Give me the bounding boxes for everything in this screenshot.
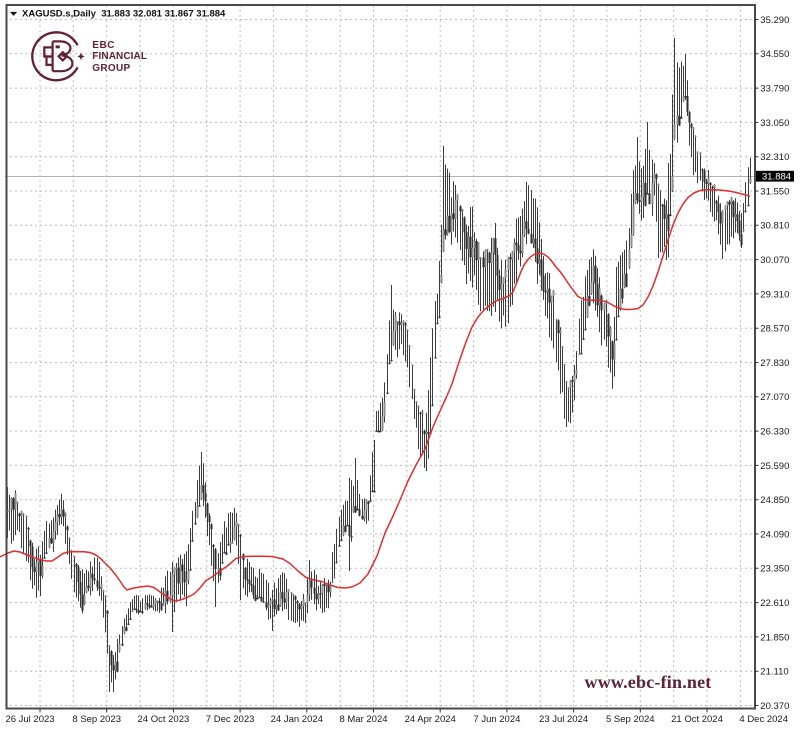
svg-text:24 Jan 2024: 24 Jan 2024 — [271, 714, 323, 725]
svg-text:20.370: 20.370 — [760, 701, 789, 712]
svg-text:21.110: 21.110 — [760, 667, 788, 678]
svg-text:4 Dec 2024: 4 Dec 2024 — [739, 714, 788, 725]
svg-text:XAGUSD.s,Daily 31.883 32.081: XAGUSD.s,Daily 31.883 32.081 31.867 31.8… — [22, 8, 226, 19]
svg-text:21.850: 21.850 — [760, 632, 789, 643]
svg-text:26.330: 26.330 — [760, 427, 789, 438]
svg-text:8 Mar 2024: 8 Mar 2024 — [339, 714, 387, 725]
svg-text:23.350: 23.350 — [760, 564, 789, 575]
svg-text:31.884: 31.884 — [762, 172, 791, 183]
svg-text:27.070: 27.070 — [760, 392, 789, 403]
svg-text:21 Oct 2024: 21 Oct 2024 — [671, 714, 723, 725]
svg-text:22.610: 22.610 — [760, 598, 789, 609]
svg-text:EBC: EBC — [92, 40, 115, 51]
svg-text:7 Jun 2024: 7 Jun 2024 — [473, 714, 520, 725]
svg-text:25.590: 25.590 — [760, 461, 789, 472]
svg-text:8 Sep 2023: 8 Sep 2023 — [72, 714, 121, 725]
svg-text:28.570: 28.570 — [760, 324, 789, 335]
svg-text:7 Dec 2023: 7 Dec 2023 — [206, 714, 255, 725]
svg-text:35.290: 35.290 — [760, 15, 789, 26]
svg-text:GROUP: GROUP — [92, 63, 130, 74]
svg-text:31.550: 31.550 — [760, 186, 789, 197]
svg-text:www.ebc-fin.net: www.ebc-fin.net — [585, 672, 712, 692]
svg-text:24 Oct 2023: 24 Oct 2023 — [138, 714, 190, 725]
svg-text:33.050: 33.050 — [760, 118, 789, 129]
svg-text:33.790: 33.790 — [760, 84, 789, 95]
svg-text:27.830: 27.830 — [760, 358, 789, 369]
svg-text:32.310: 32.310 — [760, 152, 789, 163]
svg-text:24.090: 24.090 — [760, 529, 789, 540]
svg-text:FINANCIAL: FINANCIAL — [92, 51, 147, 62]
svg-text:5 Sep 2024: 5 Sep 2024 — [606, 714, 655, 725]
svg-text:23 Jul 2024: 23 Jul 2024 — [539, 714, 588, 725]
svg-text:34.550: 34.550 — [760, 49, 789, 60]
svg-text:24 Apr 2024: 24 Apr 2024 — [405, 714, 456, 725]
svg-text:29.310: 29.310 — [760, 289, 789, 300]
svg-text:30.070: 30.070 — [760, 255, 789, 266]
svg-text:30.810: 30.810 — [760, 221, 789, 232]
svg-text:26 Jul 2023: 26 Jul 2023 — [5, 714, 54, 725]
svg-text:24.850: 24.850 — [760, 495, 789, 506]
